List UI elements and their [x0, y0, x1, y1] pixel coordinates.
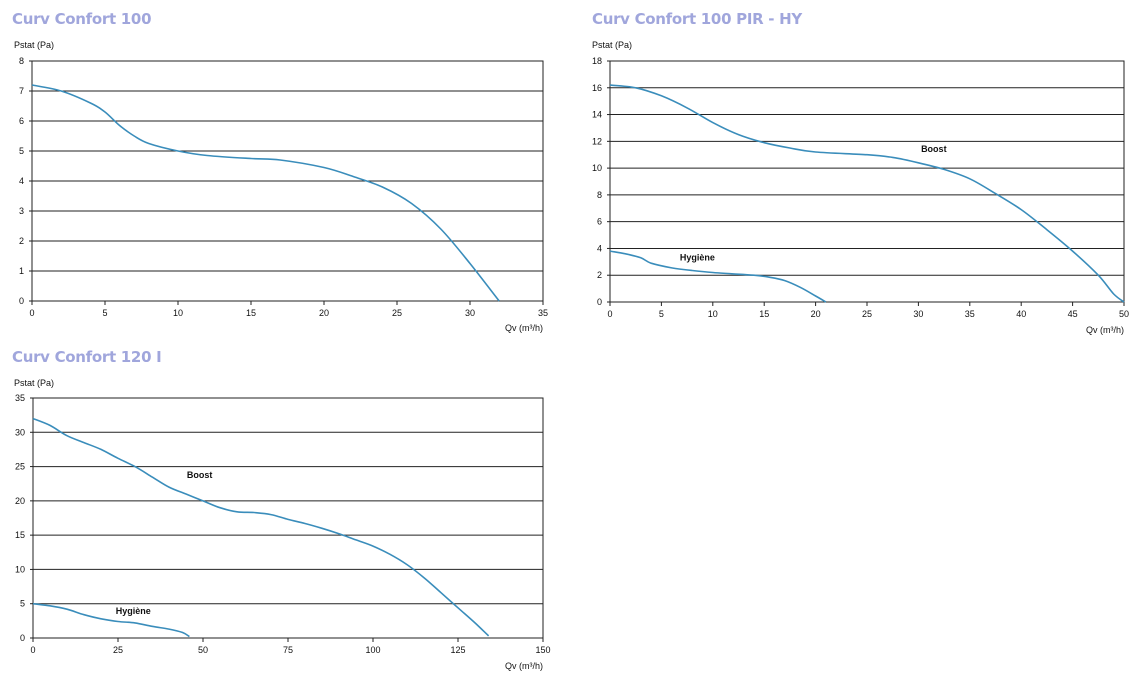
y-tick-label: 7 — [19, 86, 24, 96]
series-label: Boost — [187, 470, 213, 480]
y-tick-label: 18 — [592, 56, 602, 66]
series-line-boost — [609, 84, 1125, 303]
series-line-boost — [32, 417, 490, 637]
y-tick-label: 0 — [597, 297, 602, 307]
x-tick-label: 25 — [392, 308, 402, 318]
y-tick-label: 10 — [592, 163, 602, 173]
y-tick-label: 4 — [19, 176, 24, 186]
y-tick-label: 6 — [19, 116, 24, 126]
x-tick-label: 15 — [246, 308, 256, 318]
x-tick-label: 10 — [173, 308, 183, 318]
y-tick-label: 0 — [20, 633, 25, 643]
y-axis-label: Pstat (Pa) — [14, 40, 54, 50]
y-tick-label: 0 — [19, 296, 24, 306]
y-tick-label: 2 — [19, 236, 24, 246]
y-tick-label: 25 — [15, 462, 25, 472]
y-tick-label: 20 — [15, 496, 25, 506]
x-tick-label: 15 — [759, 309, 769, 319]
y-axis-label: Pstat (Pa) — [14, 378, 54, 388]
y-tick-label: 8 — [597, 190, 602, 200]
x-tick-label: 0 — [30, 645, 35, 655]
y-tick-label: 5 — [20, 599, 25, 609]
series-label: Hygiène — [680, 252, 715, 262]
y-tick-label: 14 — [592, 110, 602, 120]
x-axis-label: Qv (m³/h) — [1086, 325, 1124, 335]
y-tick-label: 3 — [19, 206, 24, 216]
x-tick-label: 35 — [965, 309, 975, 319]
x-tick-label: 75 — [283, 645, 293, 655]
x-tick-label: 25 — [862, 309, 872, 319]
y-tick-label: 10 — [15, 564, 25, 574]
x-tick-label: 30 — [913, 309, 923, 319]
series-label: Boost — [921, 144, 947, 154]
y-tick-label: 35 — [15, 393, 25, 403]
y-tick-label: 12 — [592, 136, 602, 146]
y-tick-label: 2 — [597, 270, 602, 280]
x-tick-label: 50 — [1119, 309, 1129, 319]
y-tick-label: 16 — [592, 83, 602, 93]
y-tick-label: 6 — [597, 217, 602, 227]
x-tick-label: 5 — [102, 308, 107, 318]
x-tick-label: 5 — [659, 309, 664, 319]
chart-title: Curv Confort 120 I — [12, 348, 162, 366]
series-line-hygine — [32, 602, 190, 638]
x-tick-label: 100 — [365, 645, 380, 655]
y-tick-label: 4 — [597, 243, 602, 253]
x-tick-label: 20 — [811, 309, 821, 319]
chart-title: Curv Confort 100 — [12, 10, 152, 28]
x-tick-label: 125 — [450, 645, 465, 655]
x-axis-label: Qv (m³/h) — [505, 661, 543, 671]
x-axis-label: Qv (m³/h) — [505, 323, 543, 333]
x-tick-label: 20 — [319, 308, 329, 318]
series-line-hygine — [609, 250, 827, 303]
y-tick-label: 5 — [19, 146, 24, 156]
x-tick-label: 0 — [29, 308, 34, 318]
x-tick-label: 30 — [465, 308, 475, 318]
x-tick-label: 50 — [198, 645, 208, 655]
chart-title: Curv Confort 100 PIR - HY — [592, 10, 802, 28]
y-tick-label: 30 — [15, 427, 25, 437]
y-axis-label: Pstat (Pa) — [592, 40, 632, 50]
series-label: Hygiène — [116, 606, 151, 616]
y-tick-label: 15 — [15, 530, 25, 540]
y-tick-label: 1 — [19, 266, 24, 276]
series-line-series-0 — [31, 84, 500, 302]
x-tick-label: 35 — [538, 308, 548, 318]
x-tick-label: 150 — [535, 645, 550, 655]
x-tick-label: 10 — [708, 309, 718, 319]
y-tick-label: 8 — [19, 56, 24, 66]
x-tick-label: 40 — [1016, 309, 1026, 319]
x-tick-label: 25 — [113, 645, 123, 655]
plot-frame — [32, 397, 544, 639]
x-tick-label: 45 — [1068, 309, 1078, 319]
x-tick-label: 0 — [607, 309, 612, 319]
